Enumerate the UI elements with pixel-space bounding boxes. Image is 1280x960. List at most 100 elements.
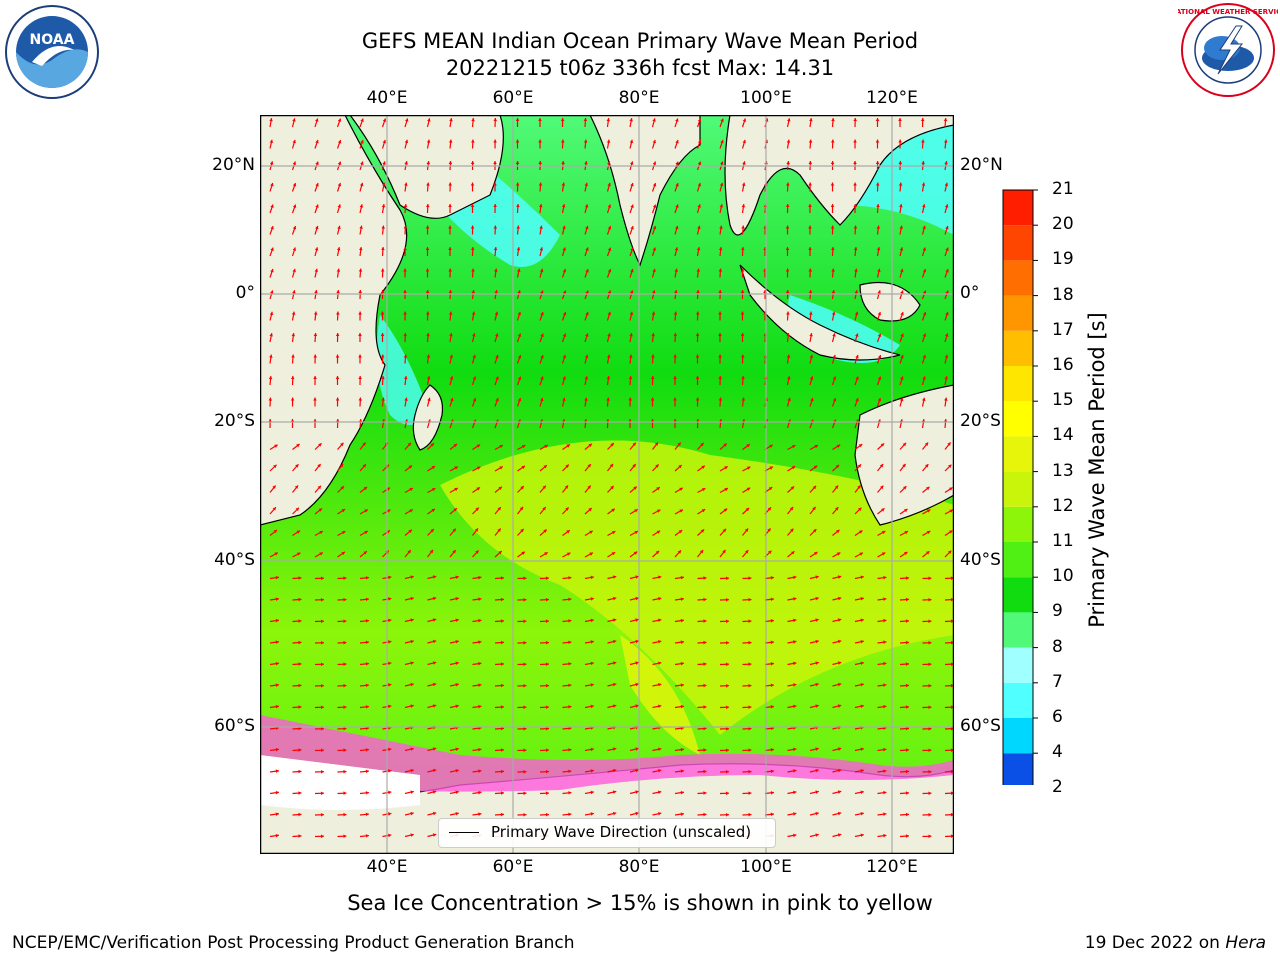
wave-direction-arrowhead bbox=[470, 161, 475, 165]
wave-direction-arrowhead bbox=[904, 509, 908, 513]
legend-label: Primary Wave Direction (unscaled) bbox=[491, 823, 752, 841]
wave-direction-arrowhead bbox=[365, 791, 369, 795]
wave-direction-arrowhead bbox=[273, 529, 278, 534]
lat-tick-label-right: 0° bbox=[960, 283, 980, 303]
wave-direction-arrowhead bbox=[358, 397, 363, 401]
wave-direction-arrows bbox=[268, 117, 954, 839]
wave-direction-arrowhead bbox=[812, 506, 816, 511]
wave-direction-arrowhead bbox=[407, 550, 411, 554]
wave-direction-arrowhead bbox=[903, 552, 908, 556]
wave-direction-arrowhead bbox=[928, 597, 932, 602]
wave-direction-arrowhead bbox=[635, 747, 639, 751]
wave-direction-arrowhead bbox=[523, 619, 527, 624]
wave-direction-arrowhead bbox=[455, 640, 459, 644]
wave-direction-arrowhead bbox=[673, 376, 677, 380]
wave-direction-arrowhead bbox=[500, 812, 504, 817]
wave-direction-arrowhead bbox=[808, 290, 813, 294]
wave-direction-arrowhead bbox=[410, 768, 414, 773]
wave-direction-arrowhead bbox=[538, 139, 542, 143]
wave-direction-arrowhead bbox=[744, 528, 749, 532]
wave-direction-arrowhead bbox=[475, 507, 479, 511]
wave-direction-arrowhead bbox=[335, 419, 340, 423]
lat-tick-label-left: 40°S bbox=[214, 550, 255, 570]
wave-direction-arrowhead bbox=[790, 486, 795, 490]
wave-direction-arrowhead bbox=[296, 530, 301, 534]
wave-direction-arrowhead bbox=[590, 683, 594, 687]
wave-direction-arrowhead bbox=[950, 705, 954, 709]
wave-direction-arrowhead bbox=[652, 247, 657, 251]
wave-direction-arrowhead bbox=[610, 485, 614, 490]
wave-direction-arrowhead bbox=[748, 791, 752, 795]
wave-direction-arrowhead bbox=[926, 551, 930, 555]
wave-direction-arrowhead bbox=[612, 661, 617, 665]
wave-direction-arrowhead bbox=[455, 618, 459, 623]
wave-direction-arrowhead bbox=[718, 311, 722, 315]
wave-direction-arrowhead bbox=[853, 139, 857, 143]
wave-direction-arrowhead bbox=[410, 811, 414, 816]
wave-direction-arrowhead bbox=[741, 204, 746, 208]
wave-direction-arrowhead bbox=[898, 118, 902, 122]
wave-direction-arrowhead bbox=[719, 182, 724, 187]
wave-direction-arrowhead bbox=[313, 311, 318, 315]
noaa-logo: NOAA bbox=[5, 5, 99, 99]
wave-direction-arrowhead bbox=[343, 834, 347, 839]
wave-direction-arrowhead bbox=[679, 509, 683, 513]
long-period-zone-core bbox=[620, 635, 700, 755]
wave-direction-arrowhead bbox=[948, 530, 953, 534]
wave-direction-arrowhead bbox=[697, 225, 701, 230]
lat-tick-label-right: 40°S bbox=[960, 550, 1001, 570]
wave-direction-arrowhead bbox=[853, 118, 857, 122]
wave-direction-arrowhead bbox=[388, 640, 392, 644]
wave-direction-arrowhead bbox=[568, 683, 572, 688]
wave-direction-arrowhead bbox=[675, 161, 679, 165]
wave-direction-arrowhead bbox=[292, 183, 297, 187]
wave-direction-arrowhead bbox=[703, 769, 707, 774]
wave-direction-arrowhead bbox=[364, 530, 368, 535]
wave-direction-arrowhead bbox=[786, 354, 791, 358]
wave-direction-arrowhead bbox=[679, 487, 683, 491]
wave-direction-arrowhead bbox=[793, 683, 797, 687]
wave-direction-arrowhead bbox=[857, 507, 862, 512]
wave-direction-arrowhead bbox=[944, 354, 949, 359]
wave-direction-arrowhead bbox=[725, 662, 729, 667]
wave-direction-arrowhead bbox=[658, 575, 662, 580]
wave-direction-arrowhead bbox=[944, 333, 949, 337]
legend-line-swatch bbox=[449, 832, 479, 833]
wave-direction-arrowhead bbox=[500, 705, 504, 709]
wave-direction-arrowhead bbox=[860, 661, 864, 666]
wave-direction-arrowhead bbox=[448, 247, 452, 251]
wave-direction-arrowhead bbox=[542, 507, 546, 511]
wave-direction-arrowhead bbox=[432, 661, 437, 665]
wave-direction-arrowhead bbox=[703, 640, 707, 645]
wave-direction-arrowhead bbox=[677, 550, 682, 554]
wave-direction-arrowhead bbox=[635, 639, 639, 644]
wave-direction-arrowhead bbox=[494, 311, 499, 316]
wave-direction-arrowhead bbox=[695, 376, 700, 380]
wave-direction-arrowhead bbox=[928, 640, 932, 645]
wave-direction-arrowhead bbox=[701, 465, 705, 469]
wave-direction-arrowhead bbox=[545, 683, 549, 688]
wave-direction-arrowhead bbox=[560, 118, 565, 122]
wave-direction-arrowhead bbox=[832, 354, 836, 359]
wave-direction-arrowhead bbox=[589, 530, 593, 534]
wave-direction-arrowhead bbox=[453, 443, 458, 448]
wave-direction-arrowhead bbox=[498, 486, 502, 491]
wave-direction-arrowhead bbox=[562, 333, 567, 337]
wave-direction-arrowhead bbox=[425, 225, 430, 229]
wave-direction-arrowhead bbox=[275, 683, 279, 687]
wave-direction-arrowhead bbox=[612, 811, 617, 816]
wave-direction-arrowhead bbox=[343, 812, 347, 817]
wave-direction-arrowhead bbox=[787, 118, 791, 122]
wave-direction-arrowhead bbox=[313, 354, 317, 358]
wave-direction-arrowhead bbox=[837, 768, 842, 773]
wave-direction-arrowhead bbox=[335, 333, 340, 337]
wave-direction-arrowhead bbox=[742, 161, 746, 165]
wave-direction-arrowhead bbox=[770, 640, 774, 645]
wave-direction-arrowhead bbox=[358, 247, 363, 251]
wave-direction-arrowhead bbox=[785, 225, 790, 229]
wave-direction-arrowhead bbox=[673, 311, 678, 315]
wave-direction-arrowhead bbox=[831, 118, 835, 122]
wave-direction-arrowhead bbox=[628, 376, 633, 380]
wave-direction-arrowhead bbox=[830, 161, 835, 165]
wave-direction-arrowhead bbox=[521, 465, 525, 470]
